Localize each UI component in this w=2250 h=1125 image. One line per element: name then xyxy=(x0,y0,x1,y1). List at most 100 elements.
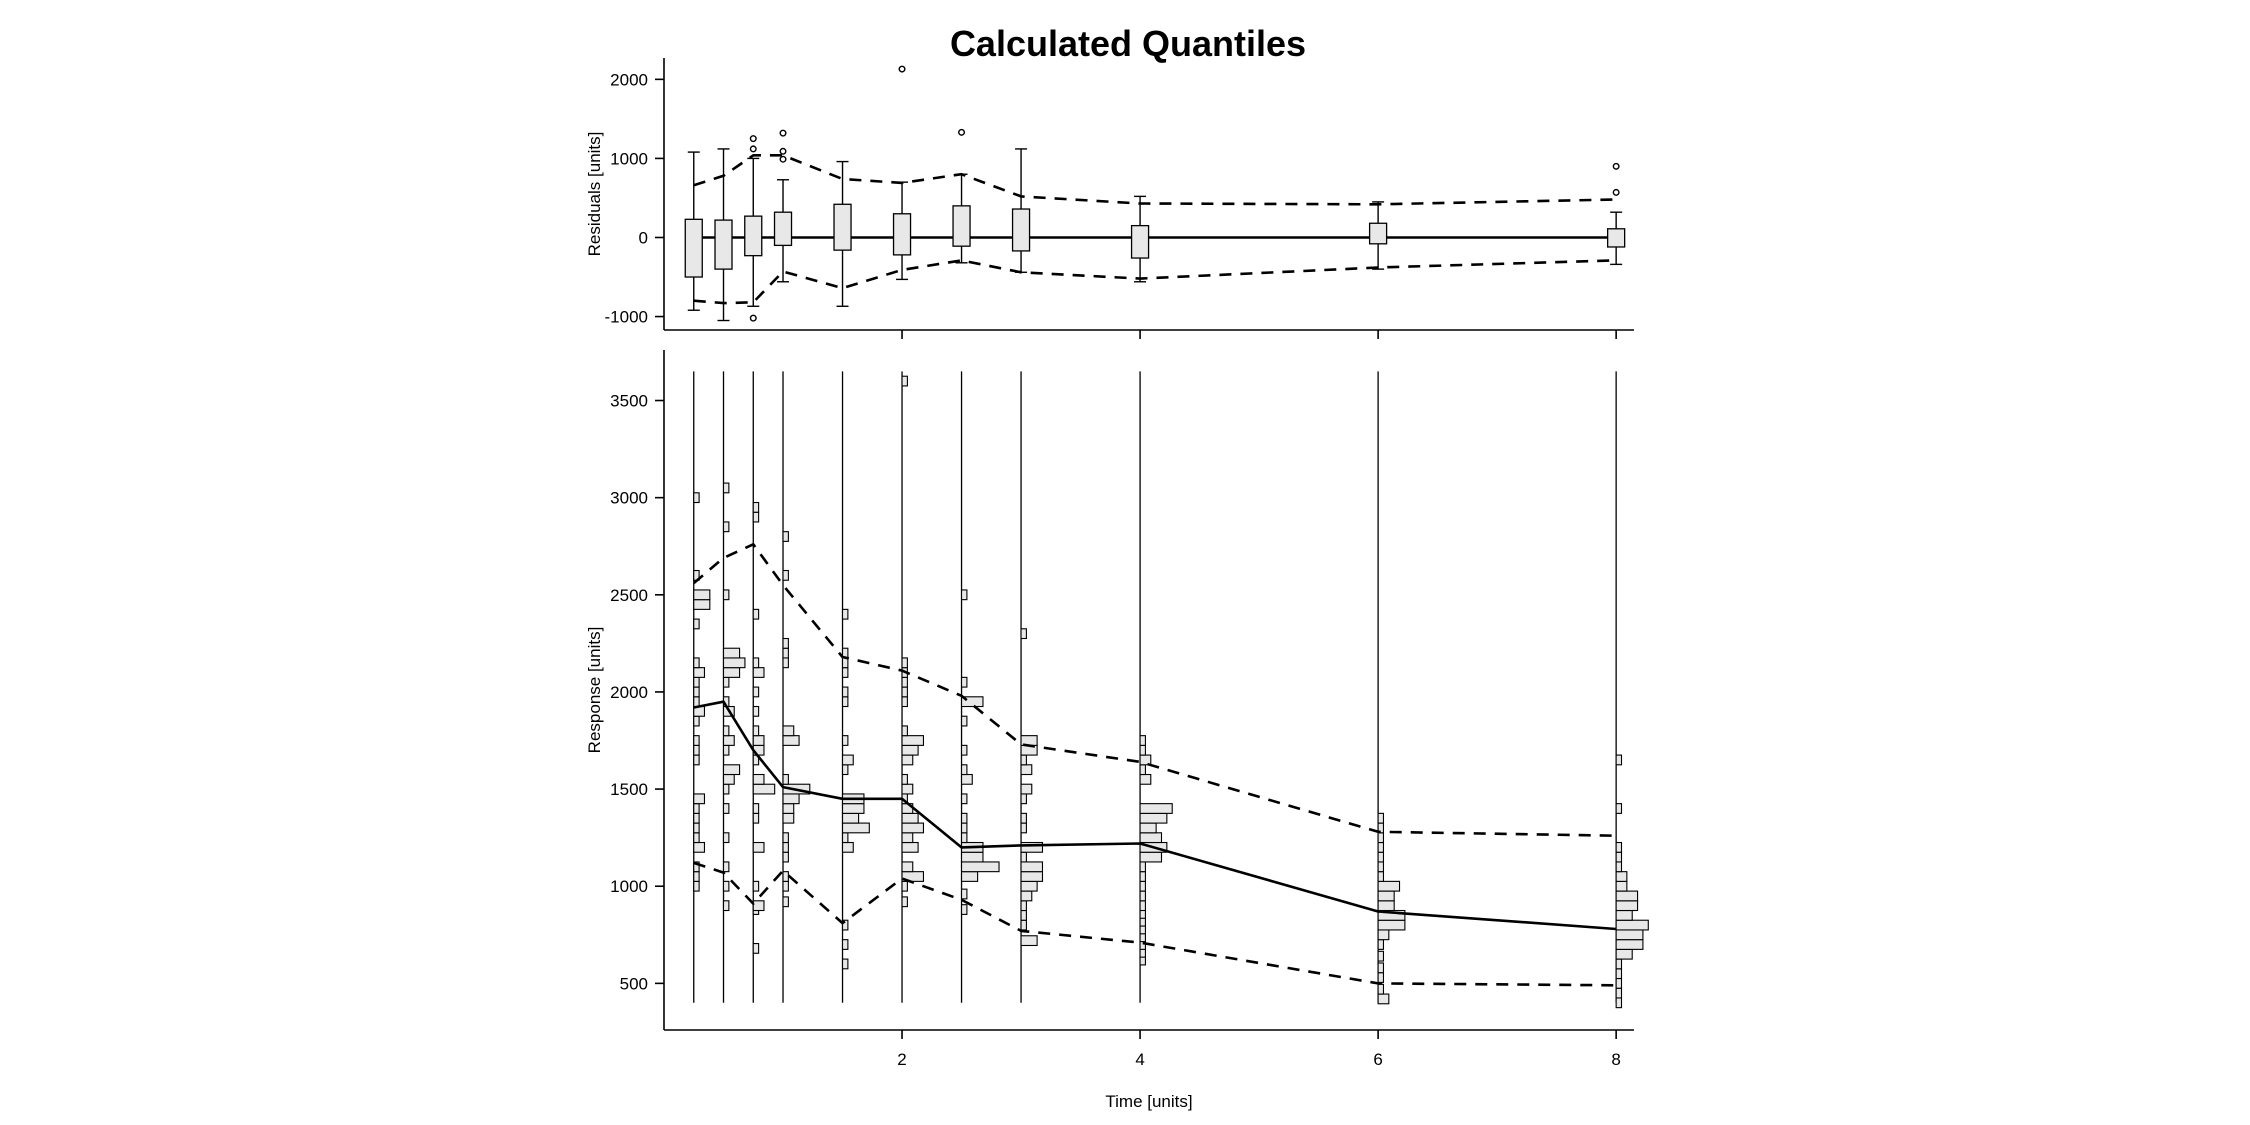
histogram-bar xyxy=(841,832,849,844)
histogram-strip xyxy=(752,371,776,1003)
histogram-bar xyxy=(782,725,795,737)
outlier-point xyxy=(958,128,966,136)
outlier-point xyxy=(779,147,787,155)
histogram-bar xyxy=(693,715,700,727)
box xyxy=(892,213,912,256)
y-tick-label: 2500 xyxy=(610,586,648,605)
histogram-bar xyxy=(1020,919,1027,931)
histogram-bar xyxy=(752,773,765,785)
histogram-bar xyxy=(960,764,968,776)
histogram-bar xyxy=(782,735,800,746)
histogram-bar xyxy=(693,589,711,601)
histogram-bar xyxy=(752,686,760,698)
histogram-strip xyxy=(901,371,925,1003)
histogram-bar xyxy=(841,754,854,766)
histogram-bar xyxy=(841,608,849,620)
outlier-point xyxy=(779,129,787,137)
residual-box xyxy=(1130,195,1150,283)
histogram-bar xyxy=(901,841,919,853)
residual-box xyxy=(833,160,852,307)
histogram-strip xyxy=(1615,371,1649,1009)
histogram-bar xyxy=(901,676,908,688)
histogram-bar xyxy=(1615,880,1628,892)
histogram-bar xyxy=(901,832,914,844)
histogram-bar xyxy=(722,832,730,844)
histogram-bar xyxy=(841,841,854,853)
histogram-bar xyxy=(752,900,765,912)
residual-box xyxy=(1011,148,1031,273)
histogram-bar xyxy=(1377,939,1385,950)
y-tick-label: 3500 xyxy=(610,392,648,411)
histogram-bar xyxy=(1377,983,1385,995)
histogram-bar xyxy=(1615,968,1623,980)
upper-quantile-line xyxy=(693,154,1617,206)
histogram-bar xyxy=(960,715,968,727)
histogram-bar xyxy=(722,900,730,912)
histogram-bar xyxy=(841,939,849,950)
histogram-bar xyxy=(1615,919,1649,931)
histogram-bar xyxy=(841,696,849,708)
residual-box xyxy=(684,151,703,311)
histogram-bar xyxy=(901,861,914,873)
histogram-bar xyxy=(693,744,700,756)
histogram-bar xyxy=(960,851,984,863)
histogram-bar xyxy=(752,511,760,523)
histogram-bar xyxy=(1377,880,1401,892)
box xyxy=(1011,208,1031,252)
outlier-point xyxy=(898,65,906,73)
x-axis-label: Time [units] xyxy=(1105,1092,1192,1111)
histogram-bar xyxy=(1615,871,1628,882)
histogram-bar xyxy=(752,803,760,814)
histogram-bar xyxy=(1377,851,1385,863)
histogram-bar xyxy=(722,725,730,737)
histogram-bar xyxy=(1139,803,1173,814)
histogram-bar xyxy=(901,822,925,834)
histogram-bar xyxy=(1377,861,1385,873)
residual-box xyxy=(952,128,971,264)
residual-box xyxy=(1368,201,1388,270)
histogram-bar xyxy=(693,861,700,873)
histogram-bar xyxy=(693,793,706,805)
histogram-bar xyxy=(1377,841,1385,853)
histogram-bar xyxy=(752,501,760,513)
histogram-bar xyxy=(722,647,741,659)
upper-quantile-line xyxy=(692,543,1617,837)
histogram-strip xyxy=(1377,371,1406,1005)
histogram-bar xyxy=(722,773,735,785)
histogram-bar xyxy=(722,482,730,494)
histogram-bar xyxy=(693,618,700,630)
histogram-bar xyxy=(841,803,865,814)
histogram-bar xyxy=(752,657,760,669)
histogram-bar xyxy=(752,725,760,737)
histogram-bar xyxy=(1615,803,1623,814)
histogram-bar xyxy=(960,812,968,824)
histogram-bar xyxy=(1615,997,1623,1009)
histogram-bar xyxy=(782,871,789,882)
histogram-strip xyxy=(1020,371,1044,1003)
histogram-bar xyxy=(1377,950,1385,962)
x-tick-label: 8 xyxy=(1611,1050,1620,1069)
histogram-bar xyxy=(1139,871,1146,882)
response-panel: Response [units] 500 1000 1500 2000 2500 3000… xyxy=(585,350,1649,1069)
histogram-bar xyxy=(1377,812,1385,824)
histogram-bar xyxy=(1020,861,1044,873)
histogram-bar xyxy=(752,812,760,824)
histogram-bar xyxy=(901,696,908,708)
histogram-strip xyxy=(841,371,870,1003)
histogram-bar xyxy=(1020,900,1027,912)
x-tick-label: 6 xyxy=(1373,1050,1382,1069)
histogram-bar xyxy=(693,676,700,688)
histogram-bar xyxy=(782,637,789,649)
histogram-bar xyxy=(752,841,765,853)
histogram-bar xyxy=(1615,929,1644,941)
histogram-bar xyxy=(782,647,789,659)
histogram-bar xyxy=(693,832,700,844)
histogram-bar xyxy=(693,871,700,882)
outlier-point xyxy=(749,135,757,143)
outlier-point xyxy=(779,155,787,163)
outlier-point xyxy=(749,145,757,153)
histogram-strip xyxy=(693,371,711,1003)
histogram-bar xyxy=(782,773,789,785)
histogram-bar xyxy=(1377,871,1385,882)
